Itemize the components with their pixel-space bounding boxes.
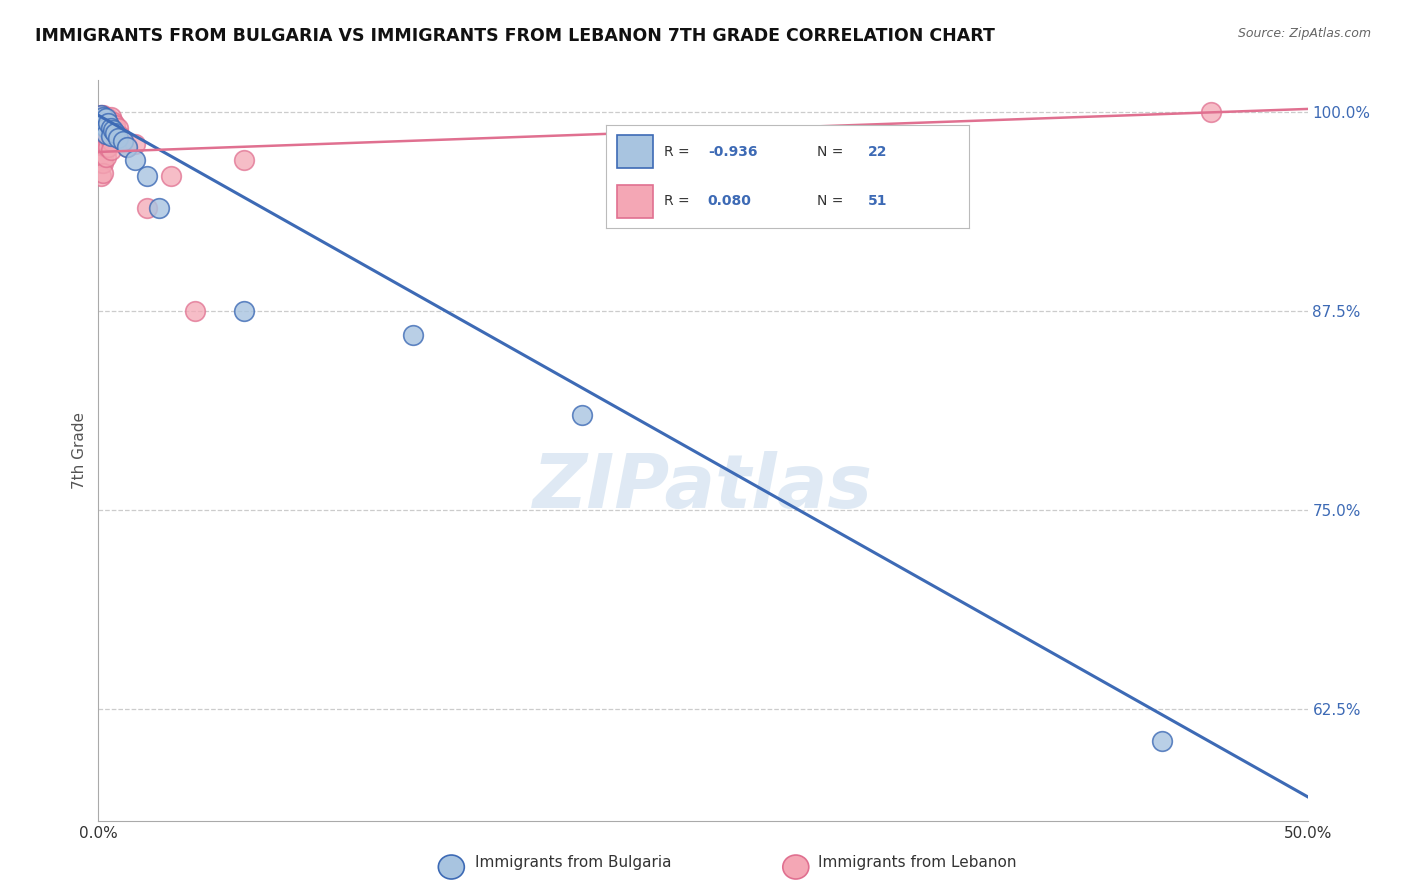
Point [94,124,117,138]
Point [104,126,127,140]
Point [100,144,122,158]
Point [90,108,112,122]
Point [94,110,117,124]
Point [91,118,114,132]
Point [90,118,112,132]
Point [111,134,134,148]
Point [135,169,157,183]
Point [90,146,112,161]
Text: Source: ZipAtlas.com: Source: ZipAtlas.com [1237,27,1371,40]
Point [101,122,124,136]
Y-axis label: 7th Grade: 7th Grade [72,412,87,489]
Point [91,156,114,170]
Point [1199,105,1222,120]
Point [90,126,112,140]
Point [90,142,112,156]
Point [90,156,112,170]
Point [94,112,117,126]
Point [100,124,122,138]
Point [101,124,124,138]
Point [184,304,207,318]
Point [107,130,129,145]
Circle shape [783,855,808,879]
Point [91,150,114,164]
Point [100,110,122,124]
Point [108,128,131,143]
Point [94,130,117,145]
Point [124,136,146,151]
Point [100,116,122,130]
Point [90,130,112,145]
Point [232,304,254,318]
Point [101,114,124,128]
Point [94,150,117,164]
Point [100,121,122,136]
Point [91,166,114,180]
Point [97,121,120,136]
Point [91,130,114,145]
Circle shape [439,855,464,879]
Point [232,153,254,167]
Point [91,108,114,122]
Point [97,140,120,154]
Point [107,121,129,136]
Point [90,169,112,183]
Point [124,153,146,167]
Point [91,110,114,124]
Point [117,140,139,154]
Point [111,134,134,148]
Point [148,201,170,215]
Point [117,140,139,154]
Point [91,144,114,158]
Point [90,153,112,167]
Point [94,128,117,142]
Point [100,134,122,148]
Point [100,128,122,143]
Point [97,116,120,130]
Point [90,108,112,122]
Point [402,328,425,343]
Point [97,128,120,143]
Point [94,116,117,130]
Point [1152,734,1174,748]
Point [94,140,117,154]
Point [104,118,127,132]
Point [97,112,120,126]
Text: Immigrants from Lebanon: Immigrants from Lebanon [818,855,1017,870]
Point [104,128,127,143]
Point [160,169,183,183]
Point [90,114,112,128]
Point [135,201,157,215]
Point [91,113,114,128]
Point [91,136,114,151]
Text: ZIPatlas: ZIPatlas [533,451,873,524]
Point [94,121,117,136]
Point [90,113,112,128]
Point [91,126,114,140]
Text: Immigrants from Bulgaria: Immigrants from Bulgaria [475,855,672,870]
Text: IMMIGRANTS FROM BULGARIA VS IMMIGRANTS FROM LEBANON 7TH GRADE CORRELATION CHART: IMMIGRANTS FROM BULGARIA VS IMMIGRANTS F… [35,27,995,45]
Point [571,408,593,422]
Point [90,121,112,136]
Point [91,121,114,136]
Point [90,136,112,151]
